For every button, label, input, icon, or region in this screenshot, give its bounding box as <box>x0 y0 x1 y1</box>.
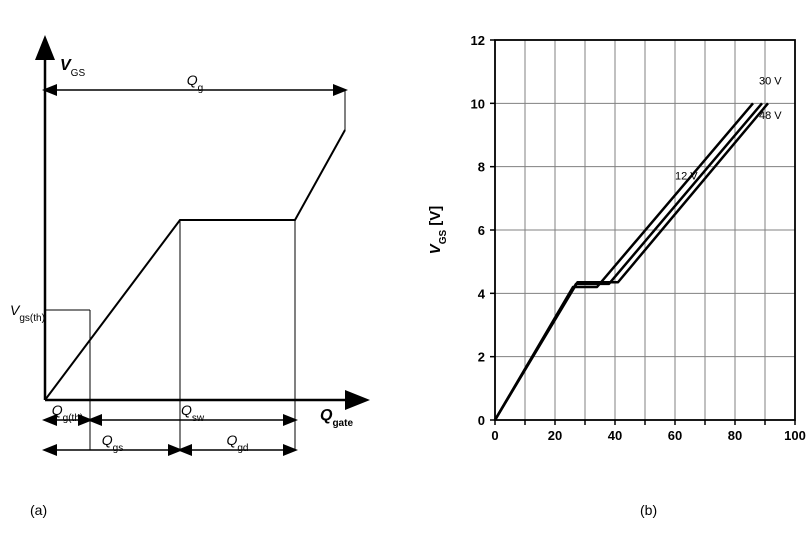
svg-text:0: 0 <box>491 428 498 443</box>
svg-text:80: 80 <box>728 428 742 443</box>
svg-text:2: 2 <box>478 350 485 365</box>
svg-text:10: 10 <box>471 96 485 111</box>
svg-text:VGS [V]: VGS [V] <box>427 206 449 255</box>
diagram-a-svg: VGSQgateVgs(th)QgQg(th)QswQgsQgd(a) <box>0 0 400 535</box>
svg-text:Vgs(th): Vgs(th) <box>10 302 45 324</box>
svg-text:6: 6 <box>478 223 485 238</box>
svg-text:40: 40 <box>608 428 622 443</box>
panel-a: VGSQgateVgs(th)QgQg(th)QswQgsQgd(a) <box>0 0 400 535</box>
svg-text:12 V: 12 V <box>675 170 698 182</box>
panel-b: 0 20 40 60 80 100 0 2 4 6 8 10 12 VGS [V] 12 V 30 V 48 V… <box>400 0 810 535</box>
svg-text:(b): (b) <box>640 502 657 518</box>
svg-text:100: 100 <box>784 428 806 443</box>
svg-text:Qgate: Qgate <box>320 407 353 429</box>
svg-text:12: 12 <box>471 33 485 48</box>
svg-text:(a): (a) <box>30 502 47 518</box>
svg-text:4: 4 <box>478 286 486 301</box>
svg-text:20: 20 <box>548 428 562 443</box>
svg-text:0: 0 <box>478 413 485 428</box>
svg-text:VGS: VGS <box>60 57 85 79</box>
svg-text:30 V: 30 V <box>759 75 782 87</box>
svg-text:8: 8 <box>478 160 485 175</box>
chart-b-svg: 0 20 40 60 80 100 0 2 4 6 8 10 12 VGS [V] 12 V 30 V 48 V… <box>400 0 810 535</box>
svg-text:48 V: 48 V <box>759 110 782 122</box>
svg-text:60: 60 <box>668 428 682 443</box>
